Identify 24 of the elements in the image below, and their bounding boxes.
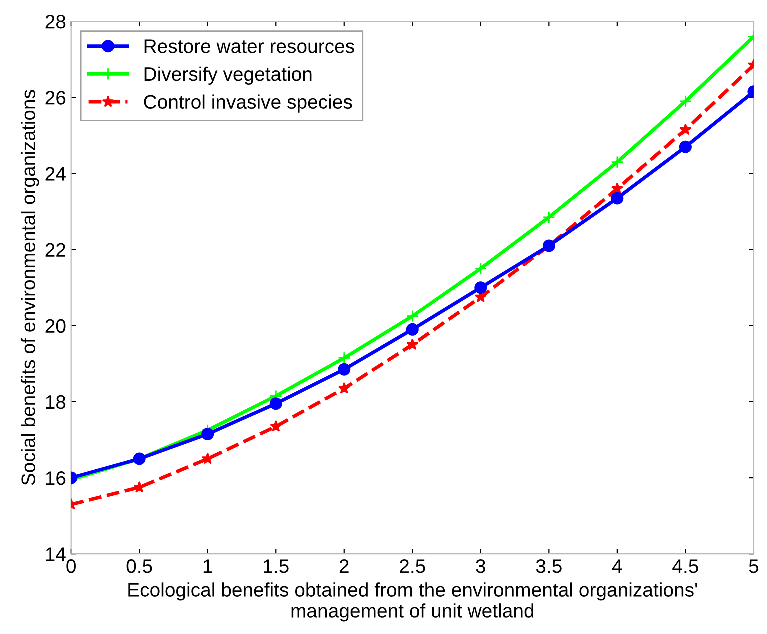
- y-tick-label: 26: [46, 91, 66, 105]
- y-tick-label: 14: [46, 548, 66, 562]
- x-tick-label: 0.5: [126, 559, 152, 574]
- x-tick-label: 4.5: [672, 560, 698, 574]
- y-tick-label: 24: [46, 167, 66, 181]
- x-tick-label: 3: [476, 559, 486, 574]
- x-tick-label: 4: [612, 560, 622, 574]
- x-tick-label: 3.5: [536, 559, 562, 574]
- y-tick-label: 28: [46, 15, 66, 29]
- y-tick-label: 22: [46, 243, 66, 257]
- x-tick-label: 2.5: [400, 559, 426, 574]
- x-tick-label: 5: [749, 560, 759, 574]
- legend-label: Restore water resources: [144, 40, 354, 54]
- x-tick-label: 2: [340, 559, 349, 574]
- y-axis-title: Social benefits of environmental organizations: [21, 90, 40, 486]
- y-tick-label: 18: [46, 395, 66, 410]
- x-tick-label: 1: [204, 560, 212, 574]
- legend-label: Diversify vegetation: [144, 66, 312, 86]
- y-tick-label: 20: [46, 319, 66, 334]
- legend-label: Control invasive species: [144, 94, 352, 113]
- x-tick-label: 0: [66, 559, 76, 574]
- x-tick-label: 1.5: [264, 560, 289, 574]
- y-tick-label: 16: [46, 472, 66, 486]
- x-axis-title: Ecological benefits obtained from the environmental organizations' management of unit wetland: [128, 582, 698, 622]
